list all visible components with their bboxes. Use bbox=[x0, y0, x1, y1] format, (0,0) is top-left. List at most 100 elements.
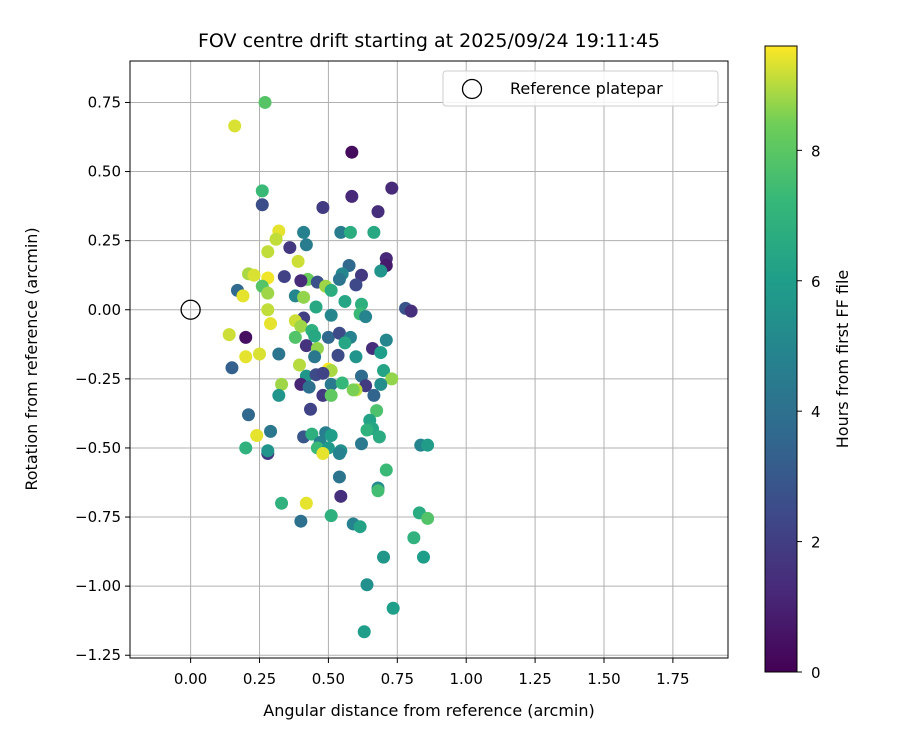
data-point bbox=[349, 278, 363, 292]
data-point bbox=[299, 238, 313, 252]
data-point bbox=[277, 270, 291, 284]
legend-label-reference: Reference platepar bbox=[510, 79, 663, 98]
data-point bbox=[321, 330, 335, 344]
y-tick-label: 0.50 bbox=[88, 163, 121, 181]
data-point bbox=[377, 364, 391, 378]
data-point bbox=[316, 446, 330, 460]
data-point bbox=[343, 225, 357, 239]
x-tick-label: 0.00 bbox=[174, 670, 207, 688]
data-point bbox=[239, 350, 253, 364]
y-tick-label: 0.75 bbox=[88, 93, 121, 111]
data-point bbox=[371, 484, 385, 498]
data-point bbox=[324, 388, 338, 402]
data-point bbox=[291, 254, 305, 268]
data-point bbox=[283, 241, 297, 255]
colorbar-tick-label: 2 bbox=[811, 534, 821, 552]
data-point bbox=[299, 496, 313, 510]
colorbar-tick-label: 4 bbox=[811, 403, 821, 421]
data-points bbox=[222, 95, 435, 639]
data-point bbox=[421, 438, 435, 452]
data-point bbox=[374, 377, 388, 391]
data-point bbox=[332, 272, 346, 286]
x-axis-label: Angular distance from reference (arcmin) bbox=[263, 701, 594, 720]
y-tick-label: −1.25 bbox=[75, 646, 121, 664]
data-point bbox=[294, 274, 308, 288]
data-point bbox=[354, 297, 368, 311]
x-tick-label: 1.50 bbox=[587, 670, 620, 688]
data-point bbox=[338, 294, 352, 308]
data-point bbox=[269, 232, 283, 246]
y-axis-ticks: −1.25 −1.00 −0.75 −0.50 −0.25 0.00 0.25 0.50 0.7… bbox=[75, 93, 130, 664]
x-tick-label: 0.75 bbox=[381, 670, 414, 688]
data-point bbox=[316, 200, 330, 214]
data-point bbox=[261, 444, 275, 458]
data-point bbox=[334, 489, 348, 503]
data-point bbox=[294, 319, 308, 333]
data-point bbox=[385, 372, 399, 386]
x-tick-label: 1.25 bbox=[518, 670, 551, 688]
data-point bbox=[316, 366, 330, 380]
data-point bbox=[324, 509, 338, 523]
plot-frame bbox=[129, 60, 729, 659]
data-point bbox=[331, 348, 345, 362]
data-point bbox=[367, 388, 381, 402]
data-point bbox=[308, 350, 322, 364]
data-point bbox=[367, 225, 381, 239]
data-point bbox=[386, 601, 400, 615]
data-point bbox=[345, 189, 359, 203]
data-point bbox=[357, 625, 371, 639]
data-point bbox=[324, 308, 338, 322]
data-point bbox=[297, 225, 311, 239]
colorbar: 0 2 4 6 8 Hours from first FF file bbox=[764, 45, 852, 682]
y-tick-label: 0.00 bbox=[88, 301, 121, 319]
data-point bbox=[335, 376, 349, 390]
data-point bbox=[385, 181, 399, 195]
data-point bbox=[239, 330, 253, 344]
data-point bbox=[261, 303, 275, 317]
data-point bbox=[332, 446, 346, 460]
data-point bbox=[359, 310, 373, 324]
colorbar-ticks: 0 2 4 6 8 bbox=[797, 142, 821, 682]
y-tick-label: 0.25 bbox=[88, 232, 121, 250]
data-point bbox=[324, 429, 338, 443]
data-point bbox=[421, 511, 435, 525]
data-point bbox=[239, 441, 253, 455]
data-point bbox=[416, 550, 430, 564]
data-point bbox=[332, 326, 346, 340]
legend: Reference platepar bbox=[442, 70, 719, 107]
y-tick-label: −0.25 bbox=[75, 370, 121, 388]
data-point bbox=[255, 184, 269, 198]
data-point bbox=[370, 404, 384, 418]
data-point bbox=[334, 225, 348, 239]
x-axis-ticks: 0.00 0.25 0.50 0.75 1.00 1.25 1.50 1.75 bbox=[174, 658, 690, 688]
data-point bbox=[407, 531, 421, 545]
legend-box bbox=[442, 70, 719, 107]
data-point bbox=[324, 377, 338, 391]
data-point bbox=[309, 300, 323, 314]
colorbar-tick-label: 0 bbox=[811, 664, 821, 682]
data-point bbox=[304, 402, 318, 416]
data-point bbox=[349, 350, 363, 364]
data-point bbox=[247, 268, 261, 282]
data-point bbox=[305, 427, 319, 441]
data-point bbox=[297, 290, 311, 304]
data-point bbox=[360, 423, 374, 437]
y-tick-label: −1.00 bbox=[75, 577, 121, 595]
data-point bbox=[379, 463, 393, 477]
data-point bbox=[377, 550, 391, 564]
data-point bbox=[236, 289, 250, 303]
y-axis-label: Rotation from reference (arcmin) bbox=[22, 227, 41, 490]
data-point bbox=[228, 119, 242, 133]
data-point bbox=[272, 388, 286, 402]
data-point bbox=[272, 347, 286, 361]
data-point bbox=[360, 578, 374, 592]
colorbar-tick-label: 6 bbox=[811, 273, 821, 291]
data-point bbox=[374, 346, 388, 360]
data-point bbox=[225, 361, 239, 375]
y-tick-label: −0.50 bbox=[75, 439, 121, 457]
data-point bbox=[294, 514, 308, 528]
data-point bbox=[346, 383, 360, 397]
data-point bbox=[241, 408, 255, 422]
data-point bbox=[404, 304, 418, 318]
